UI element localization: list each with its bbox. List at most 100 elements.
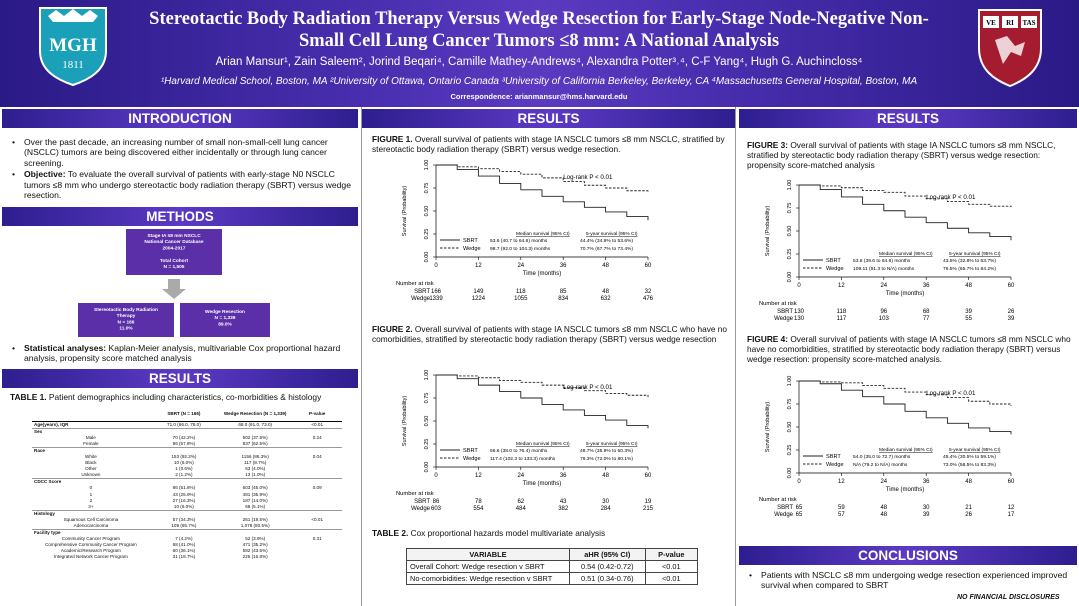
at-risk-value: 30: [923, 505, 930, 511]
wedge-value: 837 (62.5%): [242, 440, 268, 446]
flow-total-line: Stage IA ≤8 mm NSCLC: [147, 233, 201, 239]
wedge-value: 582 (43.5%): [242, 548, 268, 554]
at-risk-value: 382: [558, 506, 569, 512]
at-risk-value: 48: [880, 512, 887, 518]
legend-series-name: SBRT: [826, 258, 841, 264]
legend-fiveyr-header: 5-year survival (95% CI): [586, 441, 638, 447]
at-risk-row-label: Wedge: [774, 316, 794, 322]
at-risk-value: 19: [645, 499, 652, 505]
legend-median-header: Median survival (95% CI): [516, 441, 570, 447]
wedge-value: 187 (14.0%): [242, 497, 268, 503]
legend-median-value: 117.4 (102.3 to 133.3) months: [490, 456, 556, 462]
y-tick-label: 0.25: [787, 445, 793, 456]
at-risk-value: 48: [880, 505, 887, 511]
at-risk-value: 118: [837, 309, 847, 315]
x-tick-label: 0: [797, 479, 801, 485]
p-value: 0.31: [312, 536, 322, 542]
wedge-value: 52 (3.9%): [245, 536, 266, 542]
at-risk-value: 43: [560, 499, 567, 505]
sbrt-value: [150, 447, 218, 454]
results-heading-mid: RESULTS: [362, 109, 735, 128]
svg-text:VE: VE: [986, 19, 996, 27]
p-value: [292, 479, 342, 486]
figure2-caption: FIGURE 2. Overall survival of patients w…: [372, 324, 728, 345]
series-line-sbrt: [799, 380, 1012, 435]
row-label: Age(years), IQR: [34, 421, 69, 427]
legend-fiveyr-header: 5-year survival (95% CI): [586, 231, 638, 237]
at-risk-value: 85: [560, 289, 567, 295]
legend-box: [440, 229, 646, 253]
p-value: 0.04: [312, 453, 322, 459]
conclusions-list: Patients with NSCLC ≤8 mm undergoing wed…: [743, 570, 1073, 592]
legend-median-value: 56.6 (38.0 to 76.4) months: [490, 448, 548, 454]
at-risk-value: 77: [923, 316, 930, 322]
legend-series-name: Wedge: [463, 456, 481, 462]
at-risk-label: Number at risk: [759, 497, 797, 503]
at-risk-row-label: Wedge: [411, 296, 431, 302]
flow-sbrt-line: 11.0%: [119, 326, 133, 332]
sbrt-value: 2 (1.2%): [175, 472, 193, 478]
logrank-annotation: Log-rank P < 0.01: [563, 384, 613, 391]
x-tick-label: 60: [645, 473, 652, 479]
table-row: Age(years), IQR 71.0 (66.0, 78.0) 68.0 (61…: [32, 421, 342, 428]
wedge-value: 117 (8.7%): [244, 460, 267, 466]
legend-median-value: 109.11 (91.3 to N/A) months: [853, 266, 915, 272]
y-tick-label: 0.25: [787, 249, 793, 260]
y-tick-label: 0.75: [787, 203, 793, 214]
correspondence: Correspondence: arianmansur@hms.harvard.…: [450, 92, 628, 101]
x-tick-label: 12: [475, 263, 482, 269]
p-value: [292, 510, 342, 517]
sbrt-value: 70 (42.2%): [172, 434, 196, 440]
y-tick-label: 0.25: [424, 229, 430, 240]
sbrt-value: 153 (92.2%): [171, 453, 197, 459]
right-column: RESULTS FIGURE 3: Overall survival of pa…: [739, 107, 1077, 606]
methods-heading: METHODS: [2, 207, 358, 226]
at-risk-value: 59: [838, 505, 845, 511]
table-row: Community Cancer Program 7 (4.2%) 52 (3.9%…: [32, 536, 342, 542]
x-tick-label: 12: [475, 473, 482, 479]
row-label: Sex: [34, 428, 43, 434]
sbrt-value: 57 (34.3%): [172, 516, 196, 522]
legend-fiveyr-value: 45.4% (30.5% to 59.1%): [943, 454, 996, 460]
y-tick-label: 1.00: [424, 370, 430, 381]
legend-series-name: Wedge: [826, 462, 844, 468]
table-row: Sex: [32, 428, 342, 435]
stat-text: Kaplan-Meier analysis, multivariable Cox…: [24, 343, 341, 364]
middle-column: RESULTS FIGURE 1. Overall survival of pa…: [361, 107, 736, 606]
down-arrow-icon: [162, 279, 186, 299]
table-row: 0 86 (51.8%) 603 (45.0%) 0.09: [32, 485, 342, 491]
row-label: Female: [83, 440, 99, 446]
sbrt-value: [150, 530, 218, 537]
logrank-annotation: Log-rank P < 0.01: [563, 174, 613, 181]
row-label: White: [85, 453, 97, 459]
y-tick-label: 0.50: [424, 416, 430, 427]
row-label: Comprehensive Community Cancer Program: [45, 542, 137, 548]
row-label: Community Cancer Program: [61, 536, 120, 542]
legend-fiveyr-header: 5-year survival (95% CI): [949, 251, 1001, 257]
table-row: Race: [32, 447, 342, 454]
at-risk-row-label: SBRT: [777, 309, 793, 315]
at-risk-value: 39: [965, 309, 972, 315]
financial-disclosures: NO FINANCIAL DISCLOSURES: [957, 594, 1060, 601]
at-risk-row-label: Wedge: [774, 512, 794, 518]
row-label: Histology: [34, 510, 55, 516]
p-value: [292, 530, 342, 537]
x-axis-label: Time (months): [886, 487, 924, 493]
p-value: [292, 554, 342, 560]
wedge-value: 68.0 (61.0, 73.0): [238, 421, 273, 427]
at-risk-value: 554: [473, 506, 484, 512]
table-row: 2 27 (16.3%) 187 (14.0%): [32, 498, 342, 504]
y-tick-label: 0.75: [787, 399, 793, 410]
row-label: Black: [85, 460, 97, 466]
at-risk-value: 284: [601, 506, 612, 512]
at-risk-value: 65: [796, 512, 803, 518]
y-tick-label: 0.75: [424, 393, 430, 404]
legend-median-value: 53.6 (40.7 to 64.6) months: [490, 238, 548, 244]
y-tick-label: 0.50: [787, 226, 793, 237]
table-row: Integrated Network Cancer Program 31 (18.…: [32, 554, 342, 560]
x-tick-label: 48: [965, 479, 972, 485]
table-row: Female 96 (57.8%) 837 (62.5%): [32, 441, 342, 448]
at-risk-value: 17: [1008, 512, 1015, 518]
x-tick-label: 60: [645, 263, 652, 269]
y-axis-label: Survival (Probability): [402, 186, 408, 237]
